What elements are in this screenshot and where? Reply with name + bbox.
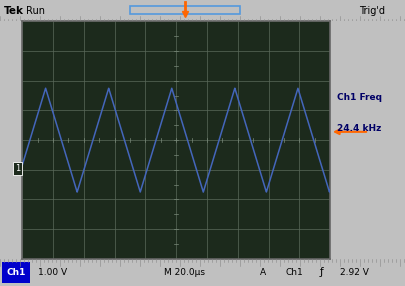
Text: Ch1 Freq: Ch1 Freq — [337, 93, 382, 102]
Text: 1: 1 — [15, 164, 20, 173]
Text: Tek: Tek — [4, 6, 24, 16]
Text: ƒ: ƒ — [320, 267, 324, 277]
Text: M 20.0μs: M 20.0μs — [164, 268, 205, 277]
Text: A: A — [260, 268, 266, 277]
Text: 1.00 V: 1.00 V — [38, 268, 67, 277]
Bar — [130, 5, 240, 14]
Text: Ch1: Ch1 — [285, 268, 303, 277]
Text: Ch1: Ch1 — [6, 268, 26, 277]
Text: Run: Run — [26, 6, 45, 16]
Text: 24.4 kHz: 24.4 kHz — [337, 124, 382, 133]
FancyBboxPatch shape — [2, 262, 30, 283]
Text: 2.92 V: 2.92 V — [340, 268, 369, 277]
Text: Trig'd: Trig'd — [359, 6, 385, 16]
